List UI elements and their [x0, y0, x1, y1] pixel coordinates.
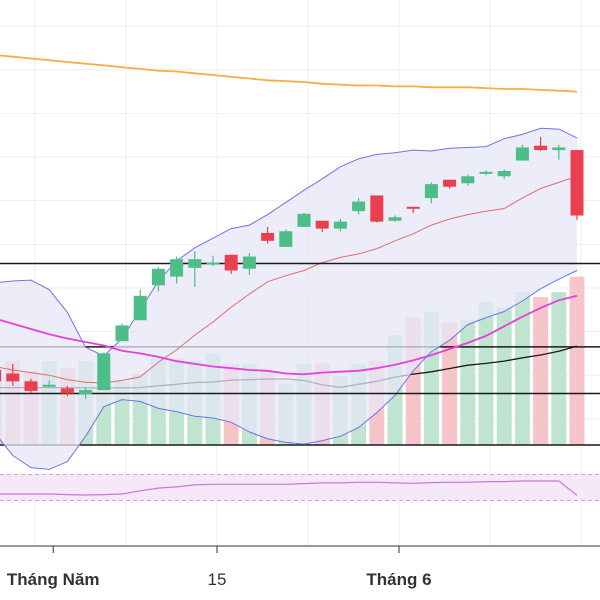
candle-body: [570, 150, 584, 216]
candle-body: [188, 259, 202, 268]
candle-body: [388, 217, 402, 221]
volume-bar: [551, 292, 567, 445]
bollinger-lower-line: [0, 270, 578, 470]
candle-body: [206, 262, 220, 265]
candle-body: [24, 381, 38, 391]
volume-bar: [442, 322, 458, 445]
candle-body: [552, 147, 566, 151]
candle-body: [370, 195, 384, 222]
x-axis: Tháng Năm 15 Tháng 6: [0, 545, 600, 589]
candle-body: [333, 221, 347, 229]
candle-body: [151, 268, 165, 286]
bollinger-band-fill: [0, 128, 577, 470]
candle-body: [534, 145, 548, 151]
candle-body: [60, 388, 74, 394]
moving-average-very-long-line: [0, 54, 578, 93]
candle-body: [515, 147, 529, 161]
candle-body: [497, 171, 511, 177]
candle-body: [352, 201, 366, 212]
x-tick-label: 15: [208, 570, 227, 589]
candle-body: [224, 254, 238, 271]
candle-body: [406, 206, 420, 209]
volume-bar: [533, 297, 549, 445]
candle-body: [133, 295, 147, 321]
candle-body: [315, 220, 329, 229]
rsi-band-fill: [0, 474, 600, 501]
candle-body: [424, 184, 438, 199]
rsi-line: [0, 480, 578, 496]
price-panel: [0, 54, 600, 470]
candle-body: [6, 373, 20, 382]
volume-bar: [514, 292, 530, 445]
candle-body: [97, 353, 111, 391]
candle-body: [261, 232, 275, 241]
x-tick-label: Tháng 6: [366, 570, 431, 589]
candle-body: [242, 256, 256, 269]
candle-body: [279, 231, 293, 247]
candle-body: [42, 384, 56, 387]
candle-body: [170, 259, 184, 277]
candle-body: [79, 390, 93, 395]
moving-average-long-line: [0, 294, 578, 376]
volume-bar: [478, 302, 494, 445]
volume-bar: [460, 320, 476, 445]
volume-bar: [496, 307, 512, 445]
candle-body: [443, 179, 457, 187]
candle-body: [297, 213, 311, 227]
bollinger-upper-line: [0, 127, 578, 357]
moving-average-short-line: [0, 175, 578, 384]
rsi-panel: [0, 474, 600, 501]
volume-bar: [569, 276, 585, 445]
candle-body: [461, 176, 475, 184]
candle-body: [115, 325, 129, 342]
candle-body: [0, 369, 2, 382]
x-tick-label: Tháng Năm: [7, 570, 100, 589]
candle-body: [479, 171, 493, 174]
